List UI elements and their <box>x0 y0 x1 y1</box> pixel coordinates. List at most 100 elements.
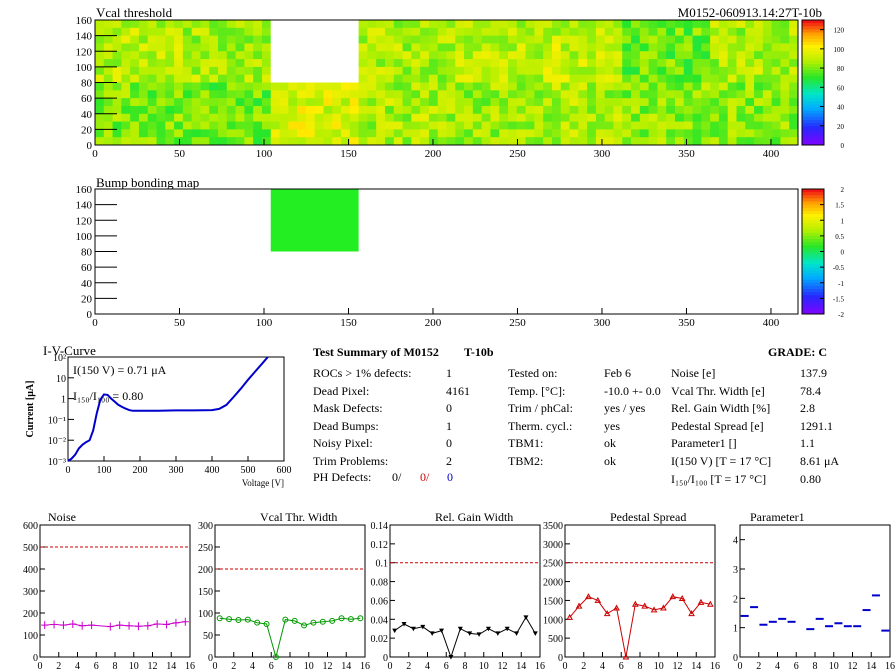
y-tick-label: 50 <box>203 631 213 642</box>
x-tick-label: 6 <box>269 661 274 672</box>
chart-title: Vcal Thr. Width <box>260 510 337 524</box>
data-point <box>254 619 261 626</box>
chart-frame <box>39 524 191 658</box>
data-point <box>134 622 142 631</box>
vcal-colorbar: 0 20 40 60 80 100 120 <box>801 19 845 150</box>
test-info-label: Tested on: <box>508 366 558 380</box>
colorbar-tick-label: 20 <box>837 123 845 131</box>
data-point <box>153 620 161 628</box>
x-tick-label: 10 <box>654 661 664 672</box>
y-tick-label: 60 <box>81 93 93 105</box>
colorbar-tick-label: 120 <box>834 27 845 35</box>
x-tick-label: 4 <box>75 661 80 672</box>
x-tick-label: 6 <box>794 661 799 672</box>
x-tick-label: 12 <box>498 661 508 672</box>
x-tick-label: 300 <box>594 148 611 160</box>
x-tick-label: 4 <box>600 661 605 672</box>
x-tick-label: 0 <box>38 661 43 672</box>
quality-param-value: 78.4 <box>800 383 821 398</box>
roc-cell <box>710 20 799 83</box>
y-tick-label: 120 <box>76 215 93 227</box>
test-info-label: Temp. [°C]: <box>508 383 566 398</box>
y-tick-label: 0 <box>733 653 738 664</box>
iv-x-tick-label: 400 <box>205 465 220 476</box>
y-tick-label: 0.12 <box>371 540 389 551</box>
x-tick-label: 14 <box>516 661 526 672</box>
y-tick-label: 500 <box>548 634 563 645</box>
x-tick-label: 2 <box>406 661 411 672</box>
data-point <box>329 617 336 624</box>
y-tick-label: 0.02 <box>371 634 389 645</box>
data-point <box>697 598 705 605</box>
data-point <box>310 619 317 626</box>
x-tick-label: 12 <box>673 661 683 672</box>
x-tick-label: 0 <box>388 661 393 672</box>
data-point <box>622 653 630 660</box>
iv-y-tick-label: 10² <box>53 353 66 364</box>
test-info-label: Therm. cycl.: <box>508 418 573 433</box>
data-point <box>504 626 510 632</box>
test-info-label: TBM2: <box>508 454 544 468</box>
x-tick-label: 50 <box>174 317 186 329</box>
colorbar-tick-label: 0.5 <box>835 233 844 241</box>
x-tick-label: 14 <box>691 661 701 672</box>
data-point <box>78 621 86 630</box>
quality-param-label: Vcal Thr. Width [e] <box>671 383 765 398</box>
y-tick-label: 4 <box>733 536 738 547</box>
chart-frame <box>214 524 366 658</box>
y-tick-label: 100 <box>76 62 93 74</box>
y-tick-label: 100 <box>23 631 38 642</box>
x-tick-label: 100 <box>256 148 273 160</box>
data-point <box>263 621 270 627</box>
quality-param-label: Noise [e] <box>671 366 716 380</box>
data-point <box>476 632 482 637</box>
y-tick-label: 0.08 <box>371 578 389 589</box>
x-tick-label: 14 <box>341 661 351 672</box>
x-tick-label: 2 <box>56 661 61 672</box>
gain-width-chart: Rel. Gain Width 0 0.02 0.04 0.06 0.08 0.1 0.12 0… <box>371 510 546 672</box>
chart-title: Pedestal Spread <box>610 510 686 524</box>
iv-x-tick-label: 600 <box>277 465 292 476</box>
colorbar-tick-label: 40 <box>837 104 845 112</box>
y-tick-label: 3000 <box>543 540 563 551</box>
iv-x-tick-label: 100 <box>97 465 112 476</box>
roc-cell <box>534 20 623 83</box>
x-tick-label: 0 <box>92 317 98 329</box>
y-tick-label: 1 <box>733 624 738 635</box>
iv-y-axis-label: Current [μA] <box>25 381 36 438</box>
y-tick-label: 0 <box>87 140 93 152</box>
roc-cell-empty <box>270 20 359 83</box>
x-tick-label: 2 <box>581 661 586 672</box>
data-point <box>532 631 538 636</box>
defect-stat-label: Trim Problems: <box>313 454 389 468</box>
defect-stat-label: Mask Defects: <box>313 401 383 416</box>
iv-x-tick-label: 0 <box>66 465 71 476</box>
summary-tag: T-10b <box>464 345 494 359</box>
y-tick-label: 300 <box>23 587 38 598</box>
data-point <box>660 604 667 611</box>
quality-param-label: Parameter1 [] <box>671 436 737 451</box>
data-point <box>575 602 583 609</box>
data-point <box>641 602 649 609</box>
x-tick-label: 0 <box>563 661 568 672</box>
grade-label: GRADE: C <box>768 345 827 359</box>
colorbar-tick-label: 1.5 <box>835 202 844 210</box>
quality-param-value: 0.80 <box>800 471 821 486</box>
quality-param-label: I₁₅₀/I₁₀₀ [T = 17 °C] <box>671 471 767 486</box>
chart-title: Noise <box>48 510 76 524</box>
data-point <box>706 600 714 607</box>
test-info-label: Trim / phCal: <box>508 401 573 416</box>
x-tick-label: 12 <box>848 661 858 672</box>
quality-param-value: 2.8 <box>800 401 815 416</box>
x-tick-label: 250 <box>509 317 526 329</box>
x-tick-label: 6 <box>444 661 449 672</box>
iv-curve-chart: 10⁻³ 10⁻² 10⁻¹ 1 10 10² 0 100 200 300 400 500 600 Vol… <box>25 353 292 488</box>
roc-cell <box>710 82 799 146</box>
y-tick-label: 0.06 <box>371 596 389 607</box>
x-tick-label: 250 <box>509 148 526 160</box>
defect-stat-value: 2 <box>446 454 452 468</box>
quality-param-value: 137.9 <box>800 366 827 380</box>
summary-heading: Test Summary of M0152 <box>313 345 439 359</box>
y-tick-label: 0.04 <box>371 615 389 626</box>
